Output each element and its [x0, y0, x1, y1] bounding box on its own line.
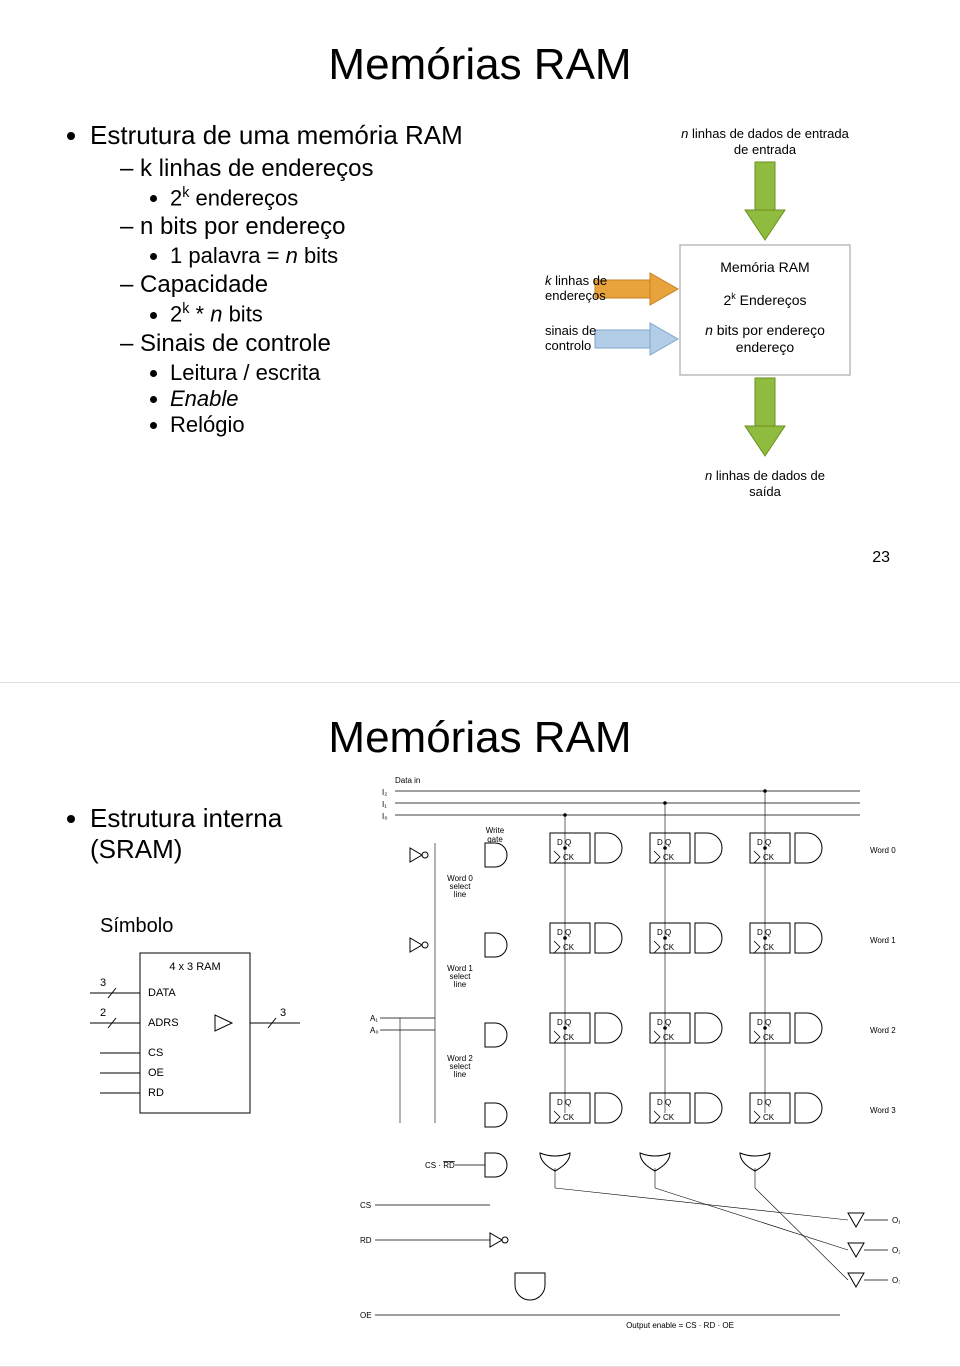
svg-text:Word 0: Word 0: [870, 846, 896, 855]
svg-text:controlo: controlo: [545, 338, 591, 353]
svg-text:endereços: endereços: [545, 288, 606, 303]
svg-text:2k Endereços: 2k Endereços: [723, 291, 806, 308]
svg-text:O₁: O₁: [892, 1216, 900, 1225]
bullet-text: n: [210, 302, 222, 327]
svg-text:RD: RD: [148, 1087, 164, 1099]
bullet-text: Capacidade: [140, 271, 268, 298]
bullet-l3: Relógio: [170, 412, 490, 438]
svg-text:Data in: Data in: [395, 776, 420, 785]
page-number: 23: [872, 549, 890, 567]
svg-text:RD: RD: [360, 1236, 372, 1245]
bullet-l2: Capacidade 2k * n bits: [120, 271, 490, 327]
svg-text:saída: saída: [749, 484, 782, 499]
bullet-l2: Sinais de controle Leitura / escrita Ena…: [120, 330, 490, 438]
svg-text:O₃: O₃: [892, 1276, 900, 1285]
svg-text:2: 2: [100, 1007, 106, 1019]
svg-text:line: line: [454, 1070, 467, 1079]
bullet-l1: Estrutura interna (SRAM): [90, 803, 340, 865]
bullet-l3: 1 palavra = n bits: [170, 243, 490, 269]
svg-text:sinais de: sinais de: [545, 323, 596, 338]
bullet-text: Sinais de controle: [140, 330, 331, 357]
svg-text:I₂: I₂: [382, 788, 387, 797]
left-column: Estrutura interna (SRAM) Símbolo 4 x 3 R…: [60, 773, 340, 1338]
bullet-text: Estrutura interna (SRAM): [90, 803, 282, 864]
svg-text:CS · RD: CS · RD: [425, 1161, 455, 1170]
svg-text:Word 1: Word 1: [870, 936, 896, 945]
svg-text:line: line: [454, 980, 467, 989]
svg-text:Word 3: Word 3: [870, 1106, 896, 1115]
bullet-text: *: [189, 302, 210, 327]
svg-text:CS: CS: [148, 1047, 163, 1059]
slide-1: Memórias RAM Estrutura de uma memória RA…: [0, 0, 960, 683]
slide2-content: Estrutura interna (SRAM) Símbolo 4 x 3 R…: [60, 773, 900, 1338]
svg-text:A₀: A₀: [370, 1026, 379, 1035]
svg-text:3: 3: [280, 1007, 286, 1019]
bullet-text: endereços: [189, 185, 298, 210]
bullet-l2: n bits por endereço 1 palavra = n bits: [120, 213, 490, 269]
bullet-text: k linhas de endereços: [140, 155, 373, 182]
svg-text:n linhas de dados de: n linhas de dados de: [705, 468, 825, 483]
svg-text:line: line: [454, 890, 467, 899]
svg-text:endereço: endereço: [736, 339, 795, 355]
svg-text:Output enable = CS · RD · OE: Output enable = CS · RD · OE: [626, 1321, 734, 1330]
slide-title: Memórias RAM: [60, 713, 900, 763]
svg-text:Memória RAM: Memória RAM: [720, 259, 809, 275]
svg-text:n bits por endereço: n bits por endereço: [705, 322, 825, 338]
bullet-text: 1 palavra =: [170, 243, 286, 268]
sram-circuit-diagram: D Q CK: [340, 773, 900, 1338]
bullet-l3: Leitura / escrita: [170, 360, 490, 386]
bullet-l2: k linhas de endereços 2k endereços: [120, 155, 490, 211]
svg-text:Word 2: Word 2: [870, 1026, 896, 1035]
slide-2: Memórias RAM Estrutura interna (SRAM) Sí…: [0, 683, 960, 1367]
svg-text:de entrada: de entrada: [734, 142, 797, 157]
symbol-title: Símbolo: [60, 915, 340, 938]
ram-block-diagram: n linhas de dados de entrada de entrada …: [490, 120, 910, 545]
svg-text:3: 3: [100, 977, 106, 989]
svg-text:DATA: DATA: [148, 987, 176, 999]
svg-text:Write: Write: [486, 826, 505, 835]
svg-text:O₂: O₂: [892, 1246, 900, 1255]
bullet-l3: 2k endereços: [170, 185, 490, 211]
bullet-text: n: [286, 243, 298, 268]
bullet-text: bits: [222, 302, 262, 327]
svg-text:OE: OE: [148, 1067, 164, 1079]
svg-text:I₁: I₁: [382, 800, 387, 809]
bullet-text: 2: [170, 185, 182, 210]
bullet-text: n bits por endereço: [140, 213, 345, 240]
slide-title: Memórias RAM: [60, 40, 900, 90]
svg-text:A₁: A₁: [370, 1014, 378, 1023]
bullet-l3: 2k * n bits: [170, 301, 490, 327]
bullet-column: Estrutura de uma memória RAM k linhas de…: [60, 120, 490, 545]
svg-text:k linhas de: k linhas de: [545, 273, 607, 288]
bullet-text: Estrutura de uma memória RAM: [90, 120, 463, 150]
bullet-l1: Estrutura de uma memória RAM k linhas de…: [90, 120, 490, 438]
bullet-l3: Enable: [170, 386, 490, 412]
svg-text:4 x 3 RAM: 4 x 3 RAM: [169, 961, 220, 973]
svg-text:n linhas de dados de entrada: n linhas de dados de entrada: [681, 126, 849, 141]
bullet-text: bits: [298, 243, 338, 268]
slide1-content: Estrutura de uma memória RAM k linhas de…: [60, 120, 900, 545]
svg-text:I₀: I₀: [382, 812, 388, 821]
svg-text:CS: CS: [360, 1201, 371, 1210]
svg-text:OE: OE: [360, 1311, 372, 1320]
bullet-text: 2: [170, 302, 182, 327]
ram-symbol-diagram: 4 x 3 RAM 3 DATA 2 ADRS 3 CS: [60, 938, 320, 1138]
svg-text:ADRS: ADRS: [148, 1017, 179, 1029]
